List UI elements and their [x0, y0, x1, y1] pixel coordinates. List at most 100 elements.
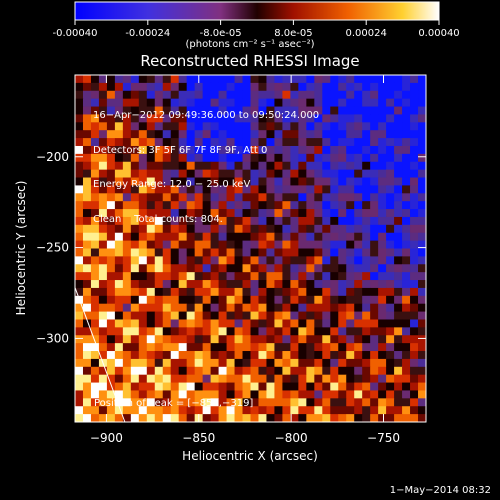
heatmap-cell — [90, 295, 100, 305]
heatmap-cell — [274, 122, 283, 131]
heatmap-cell — [330, 161, 339, 171]
heatmap-cell — [170, 201, 180, 210]
heatmap-cell — [154, 280, 164, 289]
heatmap-cell — [90, 201, 100, 210]
heatmap-cell — [178, 398, 188, 407]
heatmap-cell — [370, 90, 379, 100]
heatmap-cell — [394, 177, 403, 186]
heatmap-cell — [274, 287, 283, 297]
heatmap-cell — [298, 90, 307, 100]
heatmap-cell — [194, 153, 204, 163]
heatmap-cell — [290, 295, 299, 305]
heatmap-cell — [75, 130, 84, 139]
heatmap-cell — [266, 209, 275, 218]
heatmap-cell — [370, 366, 379, 376]
heatmap-cell — [274, 303, 283, 312]
heatmap-cell — [330, 382, 339, 391]
heatmap-cell — [170, 272, 180, 281]
heatmap-cell — [402, 248, 411, 257]
heatmap-cell — [298, 114, 307, 123]
heatmap-cell — [322, 177, 331, 186]
heatmap-cell — [346, 130, 355, 139]
heatmap-cell — [266, 287, 275, 297]
heatmap-cell — [106, 414, 116, 423]
heatmap-cell — [218, 138, 227, 147]
heatmap-cell — [82, 264, 92, 273]
heatmap-cell — [194, 185, 204, 194]
heatmap-cell — [194, 319, 204, 328]
heatmap-cell — [82, 130, 92, 139]
heatmap-cell — [266, 82, 275, 92]
heatmap-cell — [378, 106, 387, 115]
heatmap-cell — [362, 343, 371, 352]
heatmap-cell — [90, 185, 100, 194]
heatmap-cell — [234, 272, 243, 281]
heatmap-cell — [322, 264, 331, 273]
heatmap-cell — [338, 98, 347, 107]
heatmap-cell — [162, 414, 172, 423]
heatmap-cell — [378, 209, 387, 218]
heatmap-cell — [210, 82, 219, 92]
heatmap-cell — [98, 90, 108, 100]
heatmap-cell — [410, 390, 419, 399]
heatmap-cell — [306, 382, 315, 391]
heatmap-cell — [138, 366, 148, 376]
heatmap-cell — [298, 75, 307, 84]
heatmap-cell — [282, 406, 291, 415]
heatmap-cell — [130, 272, 140, 281]
heatmap-cell — [90, 319, 100, 328]
heatmap-cell — [226, 358, 235, 368]
heatmap-cell — [362, 161, 371, 171]
heatmap-cell — [162, 390, 172, 399]
heatmap-cell — [218, 106, 227, 115]
heatmap-cell — [330, 256, 339, 265]
heatmap-cell — [362, 232, 371, 242]
heatmap-cell — [226, 224, 235, 234]
heatmap-cell — [146, 201, 156, 210]
heatmap-cell — [130, 145, 140, 155]
heatmap-cell — [202, 406, 212, 415]
heatmap-cell — [298, 138, 307, 147]
heatmap-cell — [98, 398, 108, 407]
heatmap-cell — [226, 161, 235, 171]
heatmap-cell — [290, 98, 299, 107]
heatmap-cell — [186, 130, 196, 139]
heatmap-cell — [202, 327, 212, 336]
heatmap-cell — [75, 177, 84, 186]
heatmap-cell — [266, 303, 275, 312]
heatmap-cell — [226, 98, 235, 107]
heatmap-cell — [266, 138, 275, 147]
heatmap-cell — [274, 272, 283, 281]
heatmap-cell — [138, 169, 148, 178]
heatmap-cell — [82, 90, 92, 100]
heatmap-cell — [258, 406, 267, 415]
heatmap-cell — [122, 358, 132, 368]
heatmap-cell — [130, 414, 140, 423]
heatmap-cell — [362, 122, 371, 131]
heatmap-cell — [378, 248, 387, 257]
heatmap-cell — [170, 82, 180, 92]
heatmap-cell — [138, 193, 148, 202]
heatmap-cell — [146, 224, 156, 234]
heatmap-cell — [314, 264, 323, 273]
heatmap-cell — [258, 98, 267, 107]
heatmap-cell — [170, 75, 180, 84]
heatmap-cell — [122, 351, 132, 360]
heatmap-cell — [242, 398, 251, 407]
heatmap-cell — [242, 169, 251, 178]
heatmap-cell — [218, 287, 227, 297]
heatmap-cell — [354, 145, 363, 155]
heatmap-cell — [370, 406, 379, 415]
heatmap-cell — [114, 201, 124, 210]
heatmap-cell — [394, 335, 403, 344]
heatmap-cell — [242, 256, 251, 265]
heatmap-cell — [298, 232, 307, 242]
heatmap-cell — [82, 319, 92, 328]
heatmap-cell — [410, 216, 419, 226]
heatmap-cell — [90, 382, 100, 391]
heatmap-cell — [202, 303, 212, 312]
heatmap-cell — [138, 311, 148, 320]
heatmap-cell — [314, 177, 323, 186]
heatmap-cell — [122, 224, 132, 234]
heatmap-cell — [258, 374, 267, 383]
